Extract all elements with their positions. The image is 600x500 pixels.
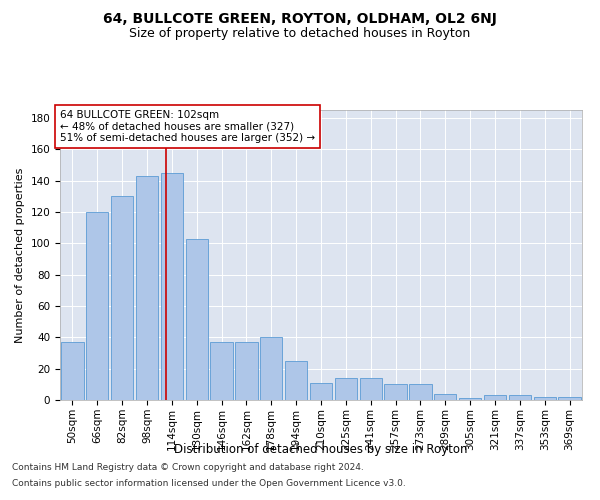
- Text: 64, BULLCOTE GREEN, ROYTON, OLDHAM, OL2 6NJ: 64, BULLCOTE GREEN, ROYTON, OLDHAM, OL2 …: [103, 12, 497, 26]
- Bar: [335, 378, 357, 400]
- Bar: [484, 396, 506, 400]
- Y-axis label: Number of detached properties: Number of detached properties: [15, 168, 25, 342]
- Bar: [86, 212, 109, 400]
- Bar: [235, 342, 257, 400]
- Text: Size of property relative to detached houses in Royton: Size of property relative to detached ho…: [130, 28, 470, 40]
- Bar: [260, 338, 283, 400]
- Text: Contains public sector information licensed under the Open Government Licence v3: Contains public sector information licen…: [12, 478, 406, 488]
- Bar: [211, 342, 233, 400]
- Bar: [509, 396, 531, 400]
- Bar: [61, 342, 83, 400]
- Bar: [136, 176, 158, 400]
- Bar: [559, 397, 581, 400]
- Bar: [310, 383, 332, 400]
- Bar: [385, 384, 407, 400]
- Bar: [409, 384, 431, 400]
- Bar: [434, 394, 457, 400]
- Text: Distribution of detached houses by size in Royton: Distribution of detached houses by size …: [174, 442, 468, 456]
- Bar: [459, 398, 481, 400]
- Text: 64 BULLCOTE GREEN: 102sqm
← 48% of detached houses are smaller (327)
51% of semi: 64 BULLCOTE GREEN: 102sqm ← 48% of detac…: [60, 110, 315, 143]
- Bar: [533, 397, 556, 400]
- Bar: [111, 196, 133, 400]
- Bar: [285, 361, 307, 400]
- Bar: [185, 238, 208, 400]
- Bar: [359, 378, 382, 400]
- Text: Contains HM Land Registry data © Crown copyright and database right 2024.: Contains HM Land Registry data © Crown c…: [12, 464, 364, 472]
- Bar: [161, 172, 183, 400]
